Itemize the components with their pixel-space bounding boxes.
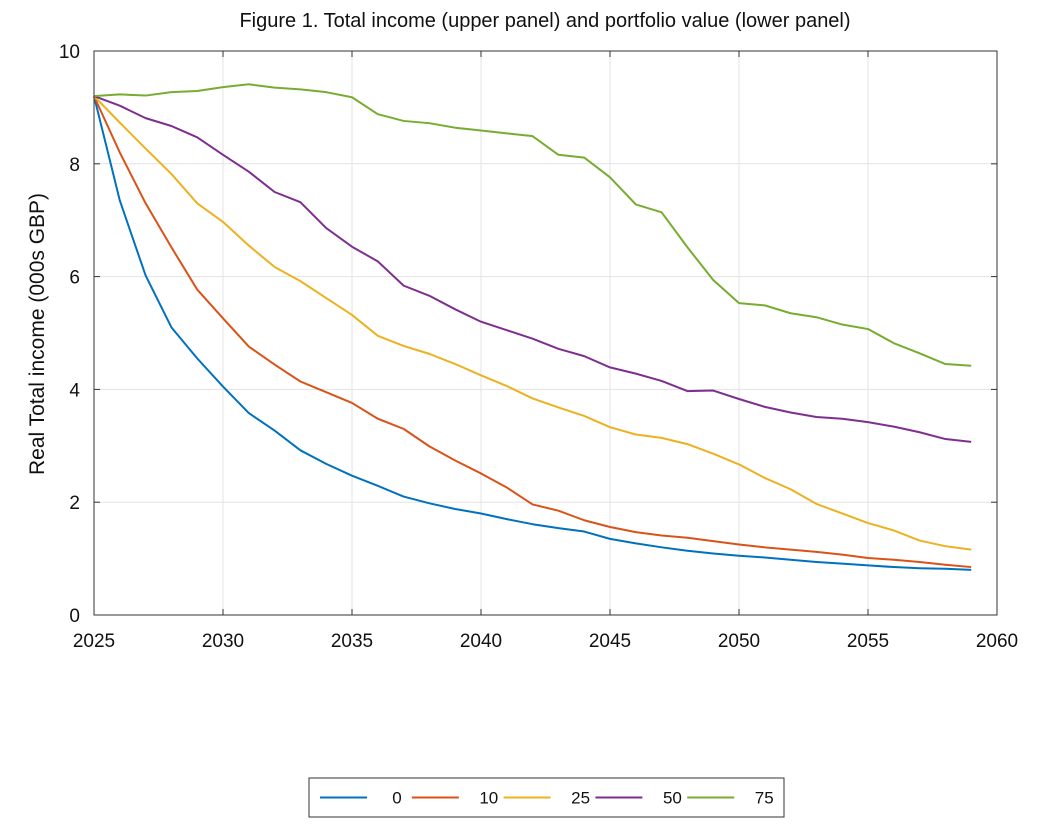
x-tick-label: 2035 xyxy=(331,631,373,652)
y-tick-label: 10 xyxy=(59,42,80,63)
y-tick-label: 2 xyxy=(69,493,80,514)
series-line-75 xyxy=(93,83,972,367)
x-tick-label: 2040 xyxy=(460,631,502,652)
y-axis-label: Real Total income (000s GBP) xyxy=(26,193,49,475)
series-line-25 xyxy=(93,95,972,551)
legend-label: 10 xyxy=(479,789,498,808)
legend: 0 10 25 50 75 xyxy=(308,777,785,818)
legend-label: 75 xyxy=(755,789,774,808)
legend-label: 50 xyxy=(663,789,682,808)
x-tick-label: 2025 xyxy=(73,631,115,652)
tick-labels: 2025 2030 2035 2040 2045 2050 2055 2060 0 2 4 6 8 10 xyxy=(59,42,1018,652)
series-line-10 xyxy=(93,95,972,569)
y-tick-label: 4 xyxy=(69,380,80,401)
x-tick-label: 2050 xyxy=(718,631,760,652)
x-tick-label: 2060 xyxy=(976,631,1018,652)
series-line-0 xyxy=(93,95,972,571)
series-line-50 xyxy=(93,95,972,443)
legend-label: 0 xyxy=(392,789,401,808)
x-tick-label: 2045 xyxy=(589,631,631,652)
plot-area xyxy=(94,51,997,615)
plot-border xyxy=(93,50,998,616)
legend-label: 25 xyxy=(571,789,590,808)
x-tick-label: 2055 xyxy=(847,631,889,652)
y-tick-label: 0 xyxy=(69,606,80,627)
x-tick-label: 2030 xyxy=(202,631,244,652)
axes-frame xyxy=(93,50,998,616)
y-tick-label: 6 xyxy=(69,268,80,289)
y-tick-label: 8 xyxy=(69,155,80,176)
chart-title: Figure 1. Total income (upper panel) and… xyxy=(239,10,850,32)
series-lines xyxy=(93,83,972,571)
